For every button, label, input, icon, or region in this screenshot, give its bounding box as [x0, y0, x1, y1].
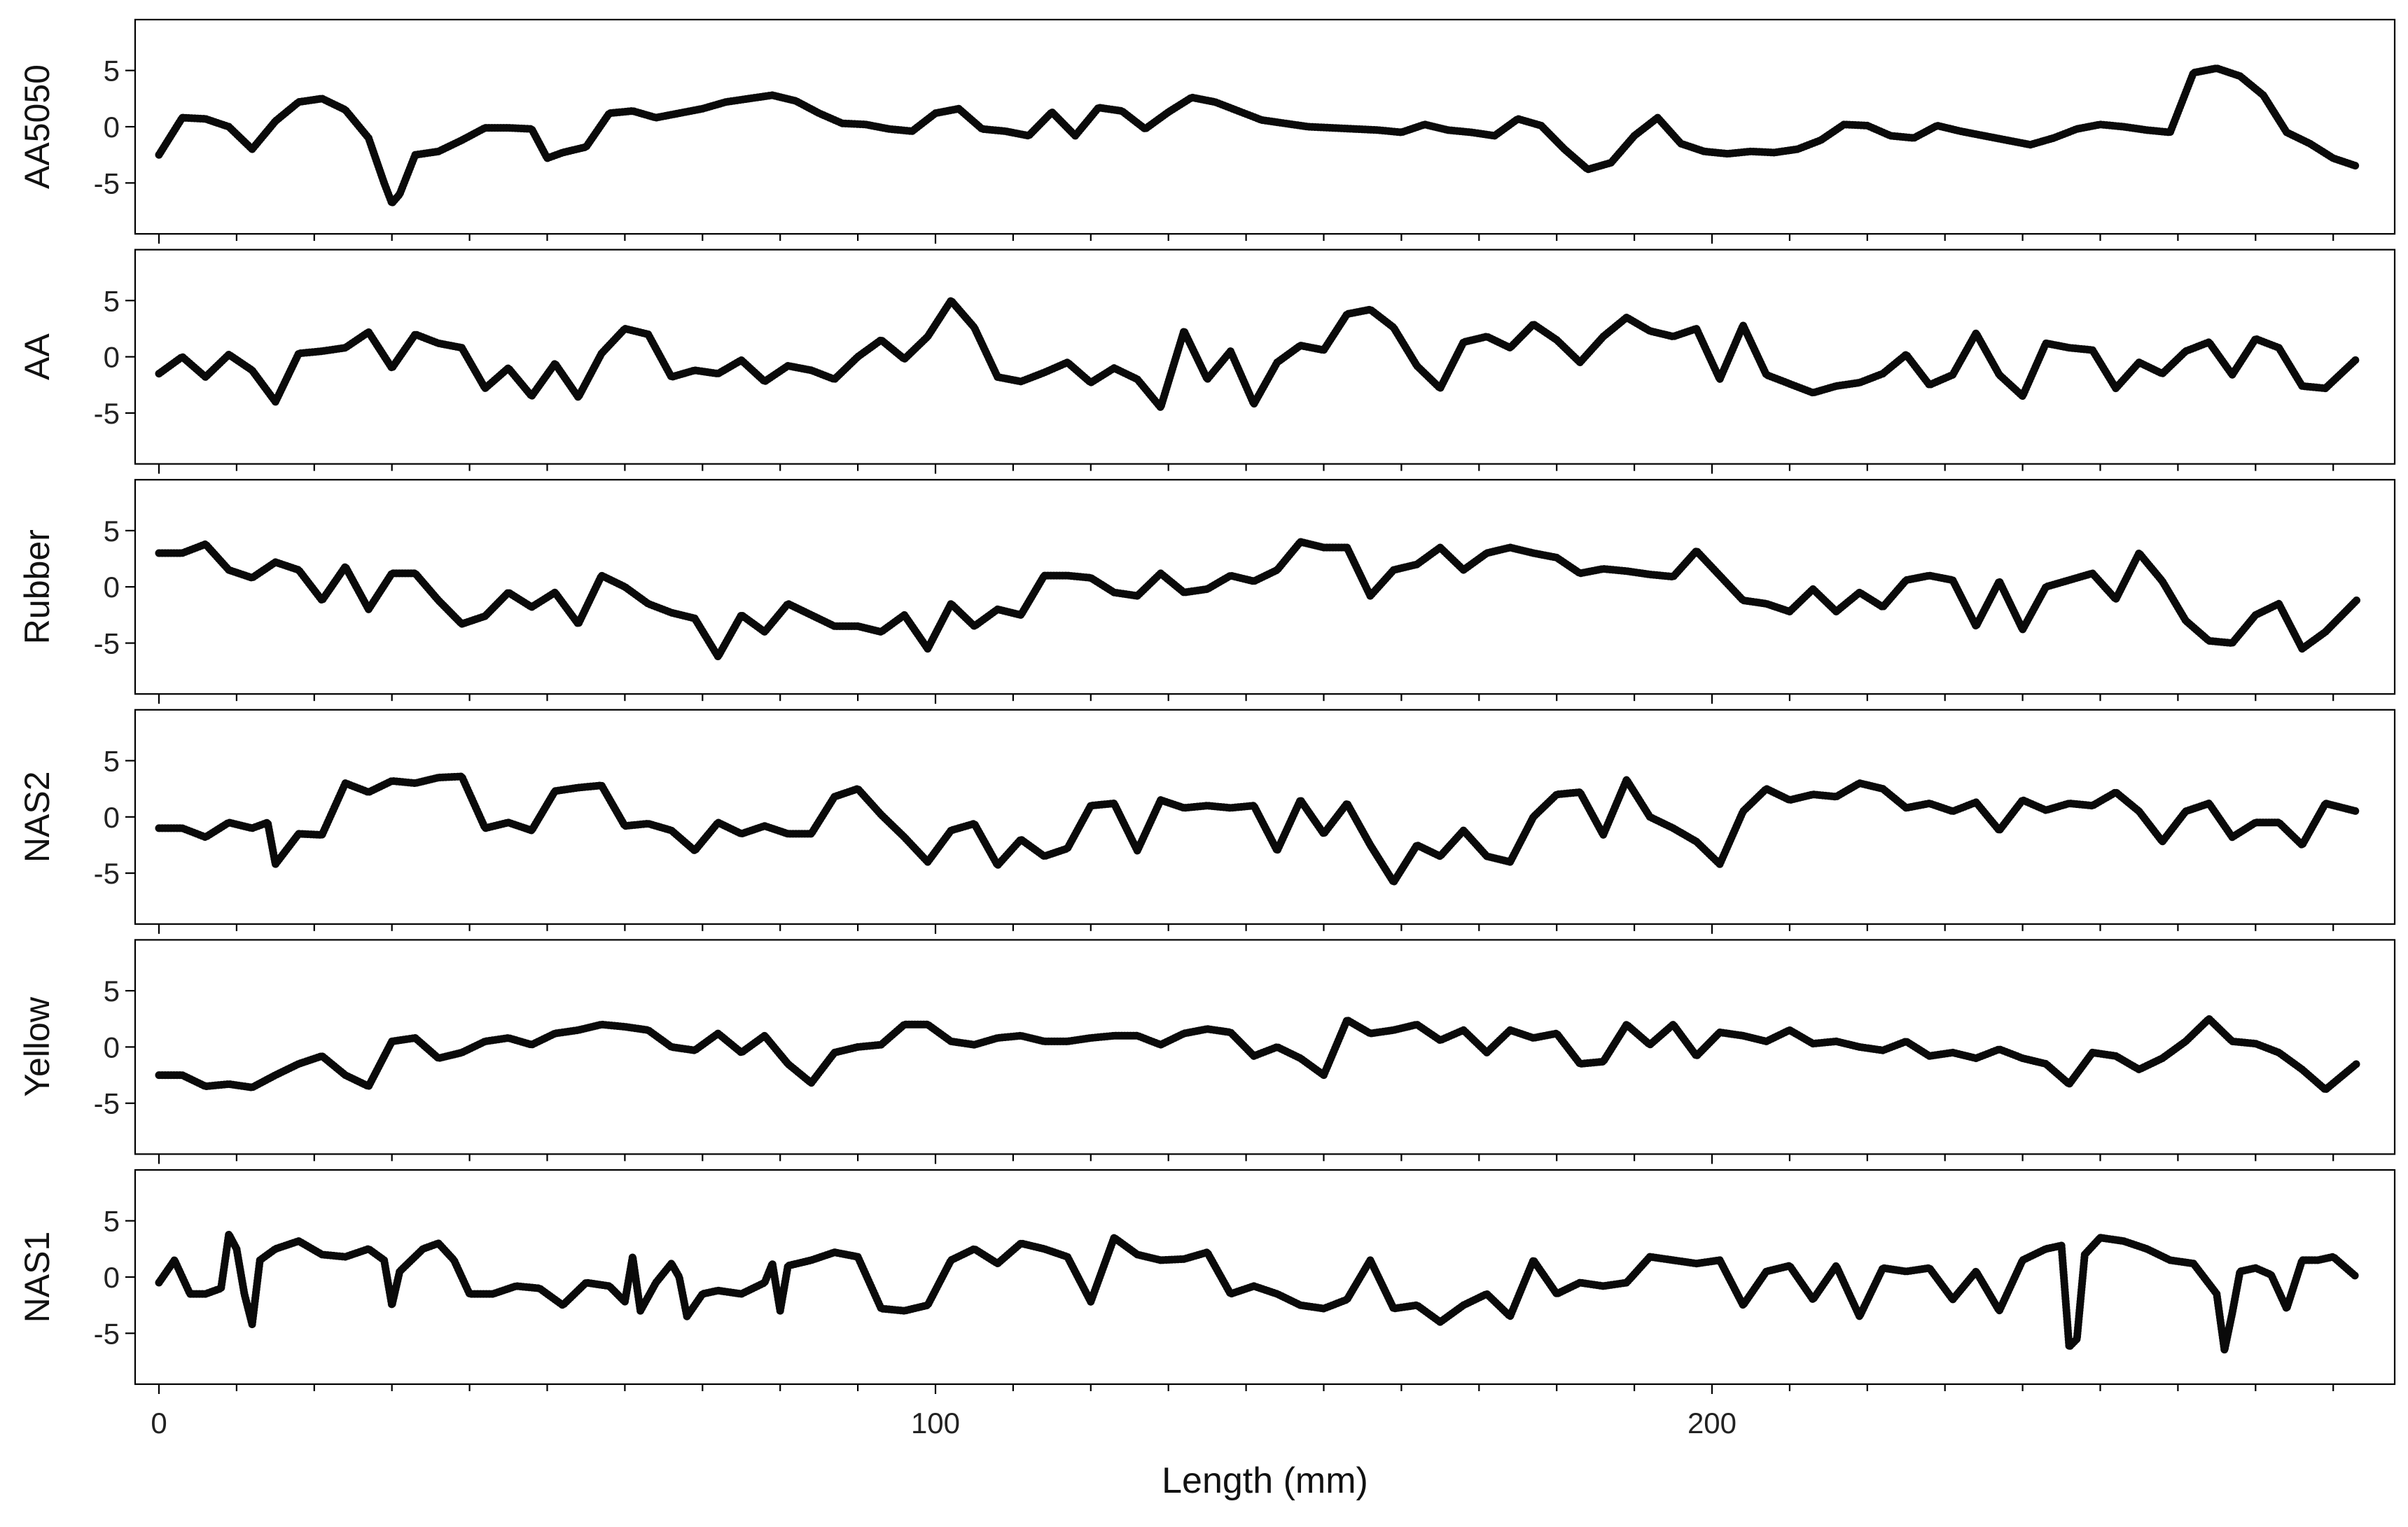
y-tick-label: -5 — [94, 1317, 120, 1350]
series-label: Yellow — [18, 996, 57, 1097]
y-tick-label: 0 — [104, 801, 120, 834]
y-tick-label: -5 — [94, 397, 120, 430]
panel-rubber: -5 0 5 Rubber — [18, 479, 2396, 704]
y-tick-label: 5 — [104, 1205, 120, 1238]
y-tick-label: -5 — [94, 1087, 120, 1120]
y-tick-label: 0 — [104, 1031, 120, 1064]
series-line-aa5050 — [155, 64, 2360, 207]
series-label: Rubber — [18, 529, 57, 644]
x-tick-label: 200 — [1687, 1407, 1737, 1439]
y-tick-label: 5 — [104, 284, 120, 317]
panel-aa: -5 0 5 AA — [18, 249, 2396, 474]
y-tick-label: 5 — [104, 515, 120, 548]
panel-nas2: -5 0 5 NAS2 — [18, 709, 2396, 934]
y-tick-label: 0 — [104, 571, 120, 604]
panel-frame — [134, 249, 2396, 465]
series-label: NAS2 — [18, 771, 57, 863]
panel-frame — [134, 709, 2396, 925]
x-axis-label: Length (mm) — [1162, 1460, 1368, 1501]
y-tick-label: 5 — [104, 975, 120, 1007]
y-tick-label: 5 — [104, 55, 120, 88]
y-tick-label: -5 — [94, 627, 120, 660]
series-line-nas1 — [155, 1230, 2360, 1354]
x-tick-label: 0 — [151, 1407, 167, 1439]
y-tick-label: 0 — [104, 111, 120, 144]
series-line-nas2 — [155, 772, 2360, 886]
panel-nas1: -5 0 5 NAS1 — [18, 1169, 2396, 1394]
panel-frame — [134, 1169, 2396, 1386]
series-label: AA5050 — [18, 64, 57, 189]
panels: -5 0 5 AA5050 -5 0 5 AA -5 0 5 Rubber -5 0 5 NAS2 -5 0 5 Ye… — [18, 18, 2396, 1394]
series-line-yellow — [155, 1014, 2360, 1094]
y-tick-label: 0 — [104, 341, 120, 374]
series-line-rubber — [155, 538, 2360, 661]
y-tick-label: -5 — [94, 857, 120, 890]
panel-yellow: -5 0 5 Yellow — [18, 939, 2396, 1164]
series-line-aa — [155, 296, 2360, 412]
y-tick-label: -5 — [94, 167, 120, 200]
x-axis: 0 100 200 — [151, 1407, 1737, 1439]
x-tick-label: 100 — [911, 1407, 960, 1439]
panel-frame — [134, 18, 2396, 235]
y-tick-label: 0 — [104, 1261, 120, 1294]
panel-aa5050: -5 0 5 AA5050 — [18, 18, 2396, 244]
series-label: AA — [18, 333, 57, 380]
y-tick-label: 5 — [104, 744, 120, 777]
series-label: NAS1 — [18, 1232, 57, 1323]
